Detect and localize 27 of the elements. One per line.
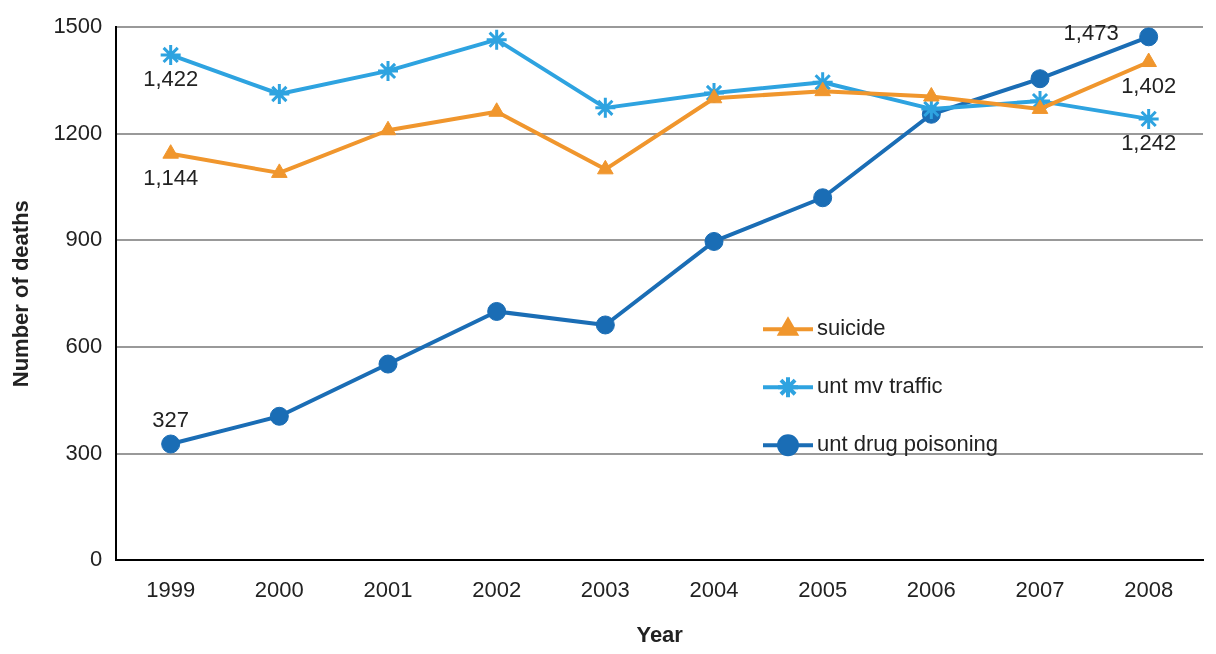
y-tick-label: 1200 (53, 119, 103, 145)
data-label: 1,473 (1063, 19, 1119, 45)
x-tick-label: 2002 (472, 577, 522, 603)
y-tick-label: 900 (65, 226, 103, 252)
data-label: 1,144 (143, 164, 199, 190)
x-axis-title: Year (636, 621, 684, 647)
x-tick-label: 2001 (363, 577, 413, 603)
legend-label: unt drug poisoning (817, 431, 999, 457)
y-axis-title: Number of deaths (8, 200, 34, 388)
y-tick-label: 600 (65, 333, 103, 359)
legend-label: suicide (817, 315, 886, 341)
x-tick-label: 2004 (689, 577, 739, 603)
data-label: 1,242 (1121, 129, 1177, 155)
x-tick-label: 2006 (906, 577, 956, 603)
x-tick-label: 2005 (798, 577, 848, 603)
x-tick-label: 2007 (1015, 577, 1065, 603)
y-tick-label: 0 (90, 546, 103, 572)
legend-label: unt mv traffic (817, 373, 943, 399)
x-tick-label: 2008 (1124, 577, 1174, 603)
x-tick-label: 2000 (254, 577, 304, 603)
y-tick-label: 1500 (53, 13, 103, 39)
data-label: 1,422 (143, 65, 199, 91)
y-tick-label: 300 (65, 439, 103, 465)
data-label: 327 (152, 407, 190, 433)
x-tick-label: 2003 (580, 577, 630, 603)
data-label: 1,402 (1121, 73, 1177, 99)
x-tick-label: 1999 (146, 577, 196, 603)
